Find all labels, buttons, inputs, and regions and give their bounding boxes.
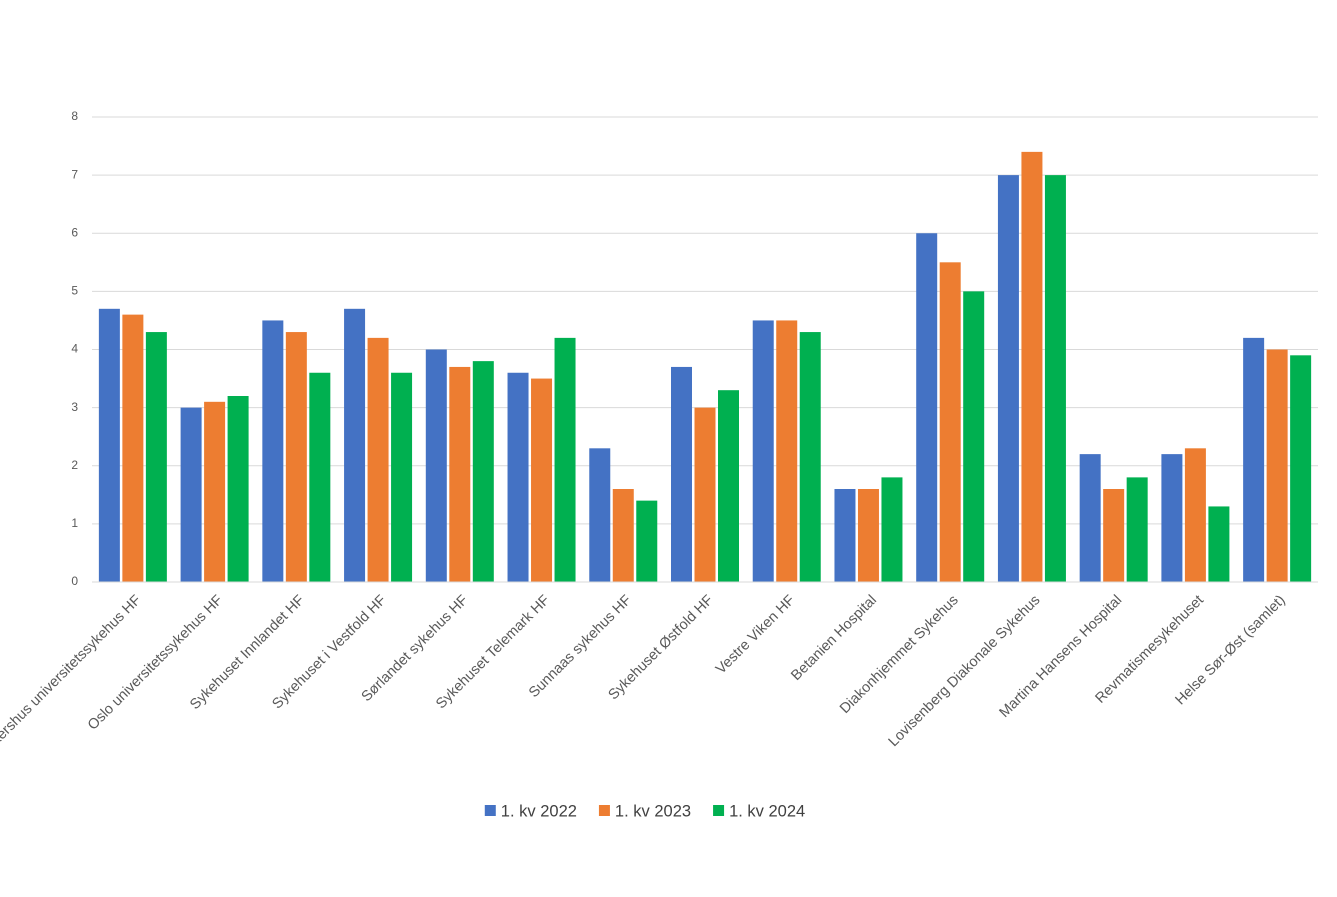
y-tick-label: 5 [71, 284, 78, 298]
bar [1079, 454, 1101, 582]
bar [1126, 477, 1148, 582]
bar [391, 372, 413, 582]
bar [694, 407, 716, 582]
bar [612, 489, 634, 582]
bar [204, 401, 226, 582]
bar [997, 175, 1019, 582]
x-tick-label: Akershus universitetssykehus HF [0, 592, 145, 755]
y-tick-label: 6 [71, 225, 78, 239]
bar [367, 337, 389, 582]
bar [262, 320, 284, 582]
bar [1208, 506, 1230, 582]
bar [939, 262, 961, 582]
bar [98, 308, 120, 582]
bar [122, 314, 144, 582]
legend-swatch [713, 805, 725, 816]
bar [285, 332, 307, 582]
bar [1103, 489, 1125, 582]
bar [799, 332, 821, 582]
bar [916, 233, 938, 582]
legend-label: 1. kv 2022 [501, 802, 577, 820]
bar [589, 448, 611, 582]
x-tick-label: Lovisenberg Diakonale Sykehus [886, 592, 1044, 750]
x-tick-label: Vestre Viken HF [713, 592, 798, 677]
bar [1161, 454, 1183, 582]
bar [1184, 448, 1206, 582]
y-tick-label: 4 [71, 342, 78, 356]
bar [752, 320, 774, 582]
bar [554, 337, 576, 582]
bar [1290, 355, 1312, 582]
bar [449, 366, 471, 582]
bar [507, 372, 529, 582]
x-tick-label: Betanien Hospital [788, 592, 880, 684]
bar [671, 366, 692, 582]
legend-label: 1. kv 2023 [615, 802, 691, 820]
legend-item: 1. kv 2022 [484, 802, 577, 820]
bar [1044, 175, 1066, 582]
legend-item: 1. kv 2024 [713, 802, 805, 820]
y-tick-label: 7 [71, 167, 78, 181]
bar [180, 407, 202, 582]
bar [1021, 151, 1043, 582]
bar [963, 291, 985, 582]
y-tick-label: 8 [71, 109, 78, 123]
y-tick-label: 0 [71, 574, 78, 588]
y-tick-label: 1 [71, 516, 78, 530]
bar [472, 361, 494, 582]
bar [881, 477, 903, 582]
bar [834, 489, 856, 582]
legend-item: 1. kv 2023 [598, 802, 691, 820]
bar [776, 320, 798, 582]
x-tick-label: Oslo universitetssykehus HF [85, 592, 226, 733]
bar [1266, 349, 1288, 582]
bar [227, 396, 249, 582]
bar [309, 372, 331, 582]
bar [718, 390, 739, 582]
bar [857, 489, 879, 582]
bar [145, 332, 167, 582]
legend-label: 1. kv 2024 [729, 802, 805, 820]
bar [425, 349, 447, 582]
y-tick-label: 3 [71, 400, 78, 414]
bar [636, 500, 658, 582]
bar [531, 378, 553, 582]
bar [1243, 337, 1265, 582]
bar [344, 308, 366, 582]
legend-swatch [484, 805, 496, 816]
y-tick-label: 2 [71, 458, 78, 472]
legend-swatch [598, 805, 610, 816]
